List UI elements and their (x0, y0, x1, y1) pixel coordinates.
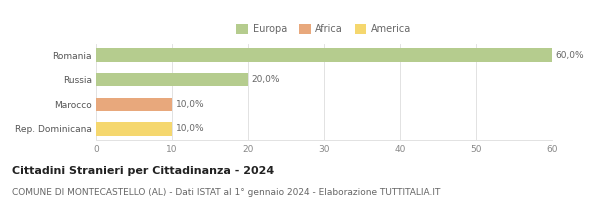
Text: 10,0%: 10,0% (176, 124, 205, 133)
Text: Cittadini Stranieri per Cittadinanza - 2024: Cittadini Stranieri per Cittadinanza - 2… (12, 166, 274, 176)
Text: 20,0%: 20,0% (252, 75, 280, 84)
Text: COMUNE DI MONTECASTELLO (AL) - Dati ISTAT al 1° gennaio 2024 - Elaborazione TUTT: COMUNE DI MONTECASTELLO (AL) - Dati ISTA… (12, 188, 440, 197)
Legend: Europa, Africa, America: Europa, Africa, America (236, 24, 412, 34)
Text: 60,0%: 60,0% (556, 51, 584, 60)
Text: 10,0%: 10,0% (176, 100, 205, 109)
Bar (96, 48, 552, 62)
Bar (96, 122, 172, 136)
Bar (96, 98, 172, 111)
Bar (96, 73, 248, 86)
